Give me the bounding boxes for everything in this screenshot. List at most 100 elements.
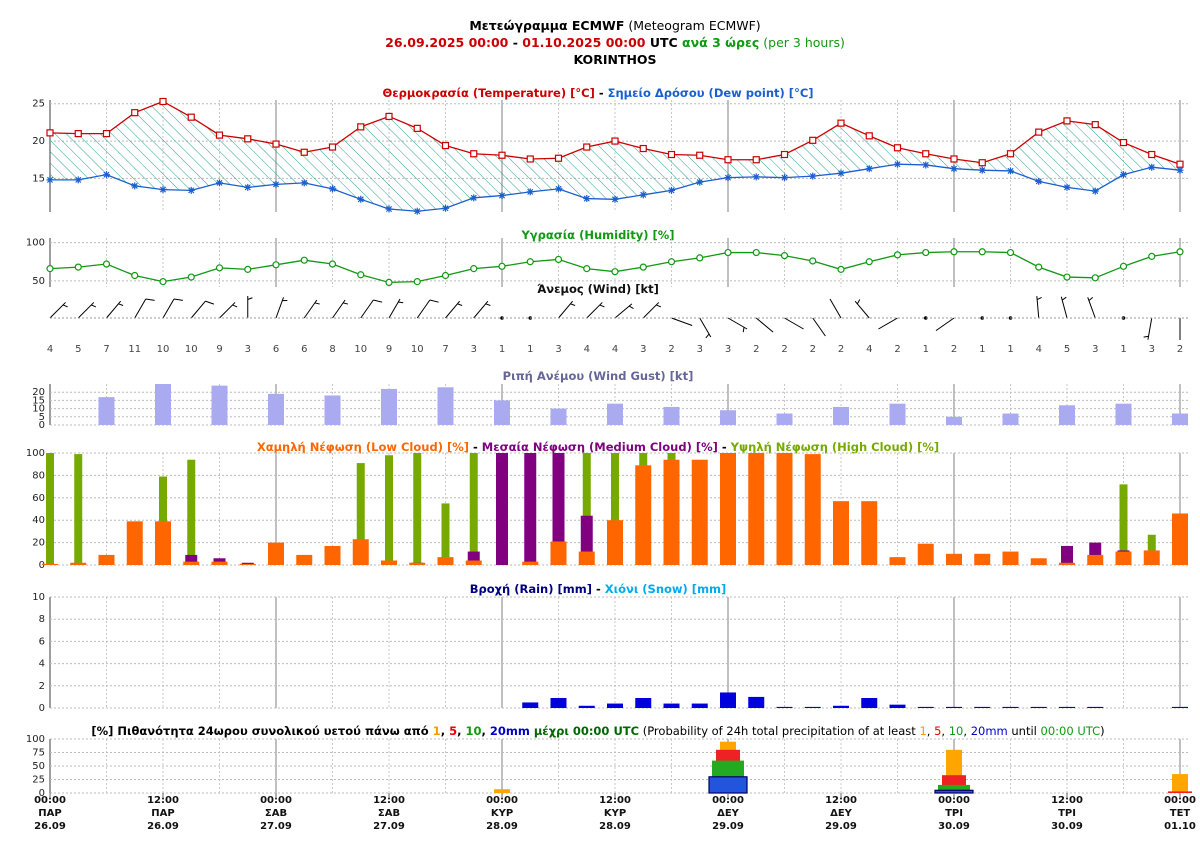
title-part: 00:00 UTC [1041,724,1101,738]
bar [663,703,680,708]
wind-speed-label: 4 [612,344,618,355]
x-tick-label: 00:00 [34,795,66,806]
bar [550,698,567,708]
bar [1168,791,1192,793]
bar [98,397,115,425]
wind-speed-label: 4 [1036,344,1042,355]
marker [639,144,647,153]
title-part: , [927,724,934,738]
y-tick-label: 20 [32,387,45,398]
marker [724,174,732,182]
y-tick-label: 80 [32,470,45,481]
marker [1148,150,1156,159]
x-tick-label: ΣΑΒ [265,808,287,819]
x-tick-label: ΚΥΡ [491,808,513,819]
marker [159,186,167,194]
marker [780,150,789,159]
marker [780,252,789,260]
marker [893,144,902,152]
wind-speed-label: 2 [951,344,957,355]
marker [357,195,365,203]
title-part: KORINTHOS [573,52,656,67]
wind-barb [614,303,634,319]
marker [244,183,252,191]
y-tick-label: 0 [39,703,45,714]
marker [1063,273,1071,281]
wind-barb [106,300,124,319]
x-tick-label: 00:00 [1164,795,1196,806]
marker [1006,248,1015,257]
bar [917,706,934,708]
marker [837,119,845,127]
bar [663,459,680,565]
marker [1035,128,1043,136]
wind-speed-label: 2 [838,344,844,355]
bar [239,563,256,565]
bar [748,453,765,565]
marker [978,159,986,167]
bar [356,463,365,565]
wind-speed-label: 1 [923,344,929,355]
title-part: 1 [433,724,441,738]
bar [155,521,171,565]
marker [1063,183,1071,191]
marker [187,113,195,121]
wind-speed-label: 5 [1064,344,1070,355]
y-tick-label: 15 [32,173,45,184]
title-part: - [718,440,731,454]
title-part: , [457,724,465,738]
bar [70,562,87,565]
bar [974,706,991,708]
title-part: , [963,724,970,738]
marker [413,124,421,132]
marker [74,130,82,138]
title-part: 10 [949,724,964,738]
title-part: 5 [934,724,941,738]
bar [861,698,878,708]
marker [131,182,139,190]
wind-barb [445,300,463,319]
bar [550,408,567,425]
title-part: 20mm [971,724,1008,738]
bar [861,501,878,565]
bar [183,561,200,565]
x-tick-label: 29.09 [712,821,744,832]
x-tick-label: 12:00 [825,795,857,806]
x-tick-label: 28.09 [599,821,631,832]
bar [691,703,708,708]
wind-barb [1143,317,1153,340]
wind-barb [77,302,97,319]
bar [946,553,962,565]
marker [724,156,732,164]
bar [833,501,849,565]
bar [1147,534,1156,565]
bar [524,453,537,565]
y-tick-label: 25 [32,775,45,786]
bar [296,554,313,565]
marker [809,257,817,265]
marker [781,174,788,182]
marker [922,248,930,257]
wind-barb [388,298,404,319]
wind-speed-label: 1 [499,344,505,355]
x-tick-label: 27.09 [373,821,405,832]
marker [46,129,54,137]
marker [329,185,336,193]
marker [102,260,111,268]
bar [187,459,196,565]
marker [950,248,958,256]
marker [809,172,817,180]
bar [1119,484,1128,565]
wind-barb [360,299,383,319]
bar [1059,562,1075,565]
x-tick-label: 30.09 [938,821,970,832]
bar [776,413,793,425]
marker [583,195,591,203]
marker [1091,187,1099,195]
bar [522,702,539,708]
x-tick-label: 12:00 [599,795,631,806]
marker [272,140,280,148]
wind-barb [303,299,320,319]
bar [663,406,680,425]
